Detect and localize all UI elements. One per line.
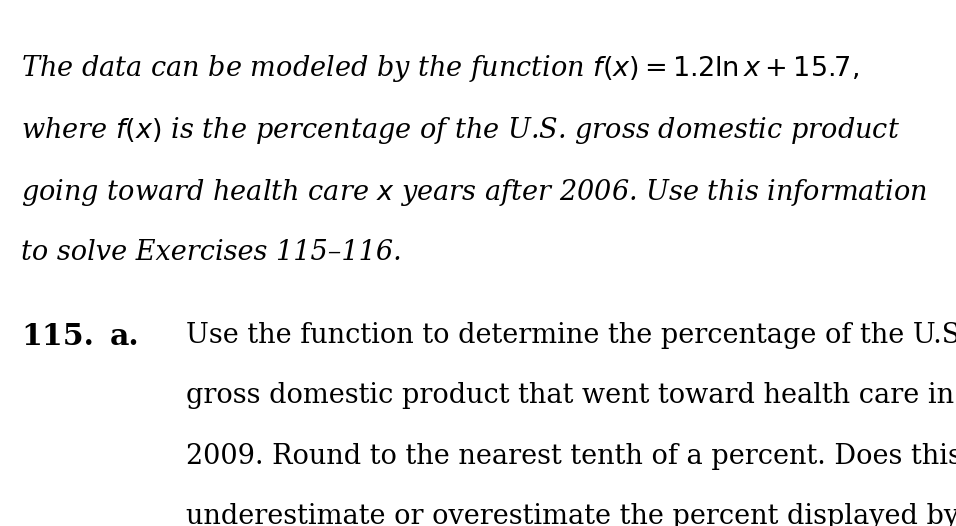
Text: 115.: 115. bbox=[21, 322, 94, 351]
Text: underestimate or overestimate the percent displayed by: underestimate or overestimate the percen… bbox=[186, 503, 956, 526]
Text: The data can be modeled by the function $f(x) = 1.2\ln x + 15.7,$: The data can be modeled by the function … bbox=[21, 53, 859, 84]
Text: 2009. Round to the nearest tenth of a percent. Does this: 2009. Round to the nearest tenth of a pe… bbox=[186, 443, 956, 470]
Text: where $f(x)$ is the percentage of the U.S. gross domestic product: where $f(x)$ is the percentage of the U.… bbox=[21, 115, 901, 146]
Text: Use the function to determine the percentage of the U.S.: Use the function to determine the percen… bbox=[186, 322, 956, 349]
Text: going toward health care $x$ years after 2006. Use this information: going toward health care $x$ years after… bbox=[21, 177, 927, 208]
Text: gross domestic product that went toward health care in: gross domestic product that went toward … bbox=[186, 382, 954, 409]
Text: to solve Exercises 115–116.: to solve Exercises 115–116. bbox=[21, 239, 402, 266]
Text: a.: a. bbox=[110, 322, 140, 351]
